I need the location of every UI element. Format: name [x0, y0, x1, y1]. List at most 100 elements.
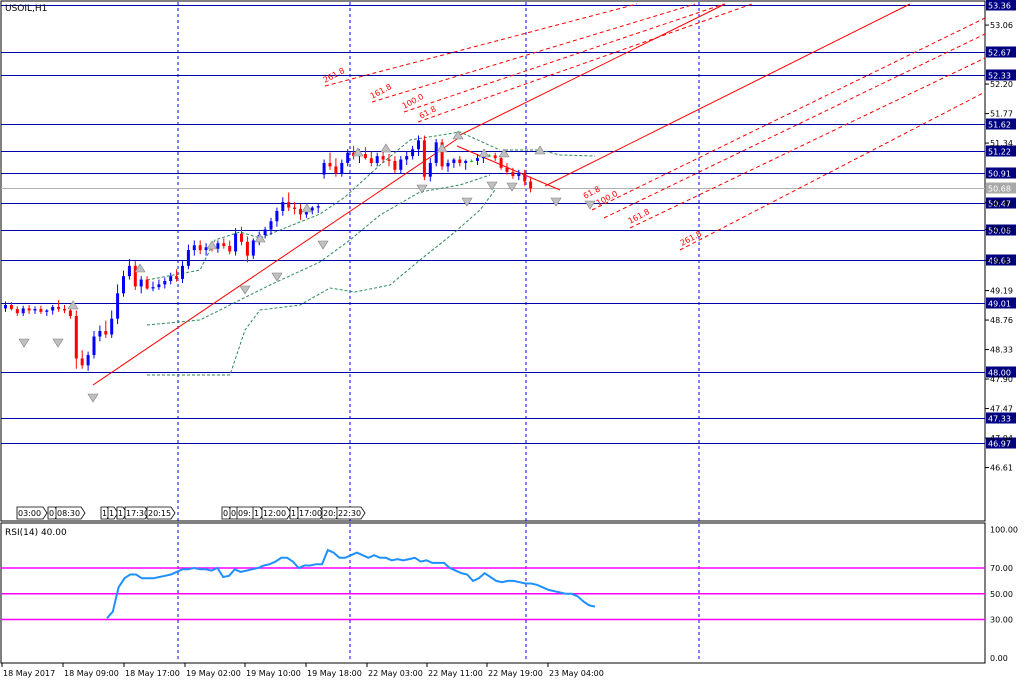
- session-label-box: [146, 506, 176, 520]
- candle-body: [186, 250, 190, 266]
- fan-line: [544, 3, 911, 187]
- candle-body: [464, 160, 468, 163]
- time-tick-label: 22 May 11:00: [428, 669, 483, 678]
- rsi-tick-label: 70.00: [990, 564, 1013, 573]
- candle-body: [411, 149, 415, 157]
- session-label: 22:30: [338, 509, 361, 518]
- fan-line-dashed: [679, 91, 986, 251]
- candle-body: [245, 241, 249, 256]
- candle-body: [175, 276, 179, 279]
- candle-body: [181, 265, 184, 279]
- price-tick-label: 49.19: [990, 287, 1013, 296]
- fractal-down-marker: [317, 240, 329, 250]
- candle-body: [139, 279, 143, 287]
- price-level-label: 46.97: [988, 440, 1011, 449]
- price-tick-label: 53.06: [990, 21, 1013, 30]
- candle-body: [251, 240, 255, 256]
- candle-body: [151, 287, 155, 289]
- session-label: 1: [109, 509, 114, 518]
- candle-body: [122, 276, 125, 294]
- price-level-label-bg: [986, 118, 1016, 130]
- candle-body: [27, 308, 31, 311]
- price-level-label: 52.67: [988, 49, 1011, 58]
- candle-body: [499, 158, 503, 168]
- candle-body: [517, 173, 521, 176]
- candle-body: [240, 233, 243, 242]
- fractal-down-marker: [271, 272, 283, 282]
- candle-body: [505, 167, 509, 172]
- candle-body: [393, 160, 397, 170]
- candle-body: [145, 279, 149, 289]
- time-tick-label: 19 May 02:00: [186, 669, 241, 678]
- candle-body: [346, 152, 350, 163]
- candle-body: [322, 162, 326, 175]
- session-label: 1: [118, 509, 123, 518]
- fractal-up-marker: [452, 130, 464, 140]
- session-label: 09:: [238, 509, 251, 518]
- candle-body: [198, 245, 202, 251]
- price-tick-label: 48.76: [990, 316, 1013, 325]
- fan-line-dashed: [324, 3, 638, 87]
- current-price-label-bg: [986, 182, 1016, 194]
- candle-body: [110, 318, 114, 335]
- candle-body: [470, 160, 474, 162]
- candle-body: [263, 229, 267, 235]
- session-label-box: [107, 506, 119, 520]
- candle-body: [4, 304, 7, 309]
- price-tick-label: 51.77: [990, 110, 1013, 119]
- fractal-down-marker: [87, 393, 99, 403]
- candle-body: [287, 202, 291, 208]
- fractal-down-marker: [461, 197, 473, 207]
- session-label: 20:: [323, 509, 336, 518]
- session-label: 0: [223, 509, 228, 518]
- fan-line: [457, 3, 726, 137]
- price-level-label: 50.91: [988, 170, 1011, 179]
- session-label-box: [336, 506, 366, 520]
- fractal-down-marker: [550, 197, 562, 207]
- envelope-band: [146, 174, 491, 326]
- candle-body: [328, 162, 332, 167]
- price-tick-label: 47.47: [990, 405, 1013, 414]
- candle-body: [45, 310, 49, 312]
- fractal-up-marker: [534, 145, 546, 155]
- envelope-bands: [146, 131, 596, 376]
- price-level-label-bg: [986, 224, 1016, 236]
- session-label: 1: [102, 509, 107, 518]
- price-level-label-bg: [986, 437, 1016, 449]
- fractal-up-marker: [352, 147, 364, 157]
- candle-body: [440, 142, 444, 167]
- fan-line-dashed: [417, 3, 753, 123]
- rsi-tick-label: 30.00: [990, 615, 1013, 624]
- candle-body: [192, 245, 196, 251]
- candle-body: [417, 140, 420, 150]
- rsi-tick-label: 50.00: [990, 590, 1013, 599]
- candle-body: [487, 155, 491, 157]
- candle-body: [299, 208, 302, 215]
- candle-body: [9, 304, 13, 310]
- price-level-label: 50.08: [988, 227, 1011, 236]
- session-label-box: [55, 506, 86, 520]
- price-level-label-bg: [986, 167, 1016, 179]
- candle-body: [68, 310, 72, 316]
- rsi-title: RSI(14) 40.00: [5, 528, 67, 538]
- candle-body: [511, 171, 515, 176]
- candle-body: [369, 158, 373, 163]
- candle-body: [269, 221, 273, 230]
- candle-body: [422, 140, 426, 177]
- session-label: 17:30: [126, 509, 149, 518]
- candle-body: [228, 245, 232, 252]
- session-label: 0: [49, 509, 54, 518]
- fractal-up-marker: [498, 148, 510, 158]
- fractal-up-marker: [206, 240, 218, 250]
- candle-body: [157, 284, 161, 288]
- price-level-label: 51.62: [988, 121, 1011, 130]
- fan-line-dashed: [591, 17, 986, 211]
- envelope-band: [147, 189, 496, 376]
- price-tick-label: 48.33: [990, 346, 1013, 355]
- candle-body: [234, 233, 238, 252]
- price-tick-label: 52.20: [990, 80, 1013, 89]
- candle-body: [216, 243, 220, 249]
